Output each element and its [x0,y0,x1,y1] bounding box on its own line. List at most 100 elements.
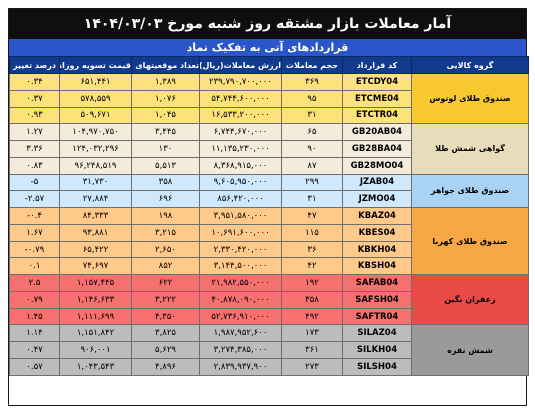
table-body: صندوق طلای لوتوس ETCDY04 ۳۶۹ ۲۳۹,۷۹۰,۷۰۰… [9,72,529,376]
contract-code: JZAB04 [342,173,412,192]
open-positions-cell: ۵,۶۲۹ [131,341,200,360]
value-cell: ۸,۳۶۸,۹۱۵,۰۰۰ [199,156,282,175]
settlement-price-cell: ۶۵,۴۲۲ [59,240,132,259]
settlement-price-cell: ۳۱,۷۳۰ [59,173,132,192]
table-row: SAFSH04 ۳۵۸ ۴۰,۸۷۸,۰۹۰,۰۰۰ ۳,۲۲۲ ۱,۱۴۶,۶… [9,290,529,309]
settlement-price-cell: ۹۳,۸۸۱ [59,223,132,242]
value-cell: ۴۰,۸۷۸,۰۹۰,۰۰۰ [199,290,282,309]
change-pct-cell: ۲.۵ [9,274,60,292]
table-row: GB28MO04 ۸۷ ۸,۳۶۸,۹۱۵,۰۰۰ ۵,۵۱۳ ۹۶,۲۴۸,۵… [9,156,529,175]
contract-code: SAFSH04 [342,290,412,309]
value-cell: ۳,۲۷۴,۳۸۵,۰۰۰ [199,341,282,360]
contract-code: SAFTR04 [342,307,412,326]
settlement-price-cell: ۵۷۸,۵۵۹ [59,89,132,108]
contract-code: GB28BA04 [342,140,412,158]
settlement-price-cell: ۹۰۶,۰۰۱ [59,341,132,360]
change-pct-cell: -۲.۵۷ [9,190,60,209]
value-cell: ۹,۶۰۵,۹۵۰,۰۰۰ [199,173,282,192]
open-positions-cell: ۱,۳۸۹ [131,73,200,91]
change-pct-cell: ۰.۳۴ [9,73,60,91]
group-cell: گواهی شمش طلا [411,123,529,175]
volume-cell: ۳۶۱ [281,341,343,360]
change-pct-cell: ۱.۱۴ [9,324,60,343]
table-row: ETCTR04 ۳۱ ۱۶,۵۳۳,۲۰۰,۰۰۰ ۱,۰۴۵ ۵۰۹,۶۷۱ … [9,106,529,125]
table-row: JZMO04 ۳۱ ۸۵۶,۴۲۰,۰۰۰ ۶۹۶ ۲۷,۸۸۴ -۲.۵۷ [9,190,529,209]
group-cell: صندوق طلای لوتوس [411,72,529,125]
contract-code: SAFAB04 [342,274,412,292]
change-pct-cell: ۰.۸۳ [9,156,60,175]
contract-code: KBKH04 [342,240,412,259]
volume-cell: ۲۹۹ [281,173,343,192]
open-positions-cell: ۳۵۸ [131,173,200,192]
change-pct-cell: ۰.۵۷ [9,358,60,376]
open-positions-cell: ۶۹۶ [131,190,200,209]
change-pct-cell: -۰.۴ [9,207,60,225]
group-cell: صندوق طلای جواهر [411,173,529,209]
change-pct-cell: ۳.۳۶ [9,140,60,158]
change-pct-cell: ۰.۳۷ [9,89,60,108]
change-pct-cell: -۵ [9,173,60,192]
contract-code: ETCTR04 [342,106,412,125]
open-positions-cell: ۳,۲۱۵ [131,223,200,242]
settlement-price-cell: ۵۰۹,۶۷۱ [59,106,132,125]
open-positions-cell: ۸۵۲ [131,257,200,276]
change-pct-cell: ۰.۴۷ [9,341,60,360]
table-row: SILKH04 ۳۶۱ ۳,۲۷۴,۳۸۵,۰۰۰ ۵,۶۲۹ ۹۰۶,۰۰۱ … [9,341,529,360]
settlement-price-cell: ۱,۰۴۳,۵۴۳ [59,358,132,376]
volume-cell: ۳۱ [281,106,343,125]
group-cell: شمش نقره [411,324,529,376]
volume-cell: ۶۵ [281,123,343,142]
settlement-price-cell: ۲۷,۸۸۴ [59,190,132,209]
settlement-price-cell: ۱,۱۴۶,۶۳۳ [59,290,132,309]
open-positions-cell: ۳,۴۴۵ [131,123,200,142]
open-positions-cell: ۶۲۲ [131,274,200,292]
group-cell: صندوق طلای کهربا [411,207,529,276]
change-pct-cell: ۱.۴۵ [9,307,60,326]
open-positions-cell: ۱۹۸ [131,207,200,225]
volume-cell: ۳۵۸ [281,290,343,309]
contract-code: KBAZ04 [342,207,412,225]
header-volume: حجم معاملات [281,56,343,74]
volume-cell: ۴۲ [281,257,343,276]
contract-code: ETCDY04 [342,73,412,91]
volume-cell: ۴۷ [281,207,343,225]
volume-cell: ۴۹۲ [281,307,343,326]
open-positions-cell: ۴,۸۹۶ [131,358,200,376]
settlement-price-cell: ۱۰۴,۹۷۰,۷۵۰ [59,123,132,142]
volume-cell: ۹۰ [281,140,343,158]
contract-code: KBES04 [342,223,412,242]
change-pct-cell: ۰.۹۳ [9,106,60,125]
settlement-price-cell: ۱,۱۵۷,۴۴۵ [59,274,132,292]
contract-code: SILAZ04 [342,324,412,343]
table-row: صندوق طلای جواهر JZAB04 ۲۹۹ ۹,۶۰۵,۹۵۰,۰۰… [9,173,529,209]
header-settlement-price: قیمت تسویه روزانه(ریال) [59,56,132,74]
contract-code: JZMO04 [342,190,412,209]
settlement-price-cell: ۶۵۱,۴۴۱ [59,73,132,91]
report-frame: آمار معاملات بازار مشتقه روز شنبه مورخ ۱… [8,8,529,406]
value-cell: ۱۰,۶۹۱,۶۰۰,۰۰۰ [199,223,282,242]
settlement-price-cell: ۱,۱۵۱,۸۴۲ [59,324,132,343]
report-subtitle: قراردادهای آتی به تفکیک نماد [9,39,526,56]
table-row: زعفران نگین SAFAB04 ۱۹۲ ۲۱,۹۸۲,۵۵۰,۰۰۰ ۶… [9,274,529,326]
change-pct-cell: ۰.۱ [9,257,60,276]
table-row: شمش نقره SILAZ04 ۱۷۳ ۱,۹۸۷,۹۵۲,۶۰۰ ۳,۸۲۵… [9,324,529,376]
table-row: KBSH04 ۴۲ ۳,۱۴۴,۵۰۰,۰۰۰ ۸۵۲ ۷۴,۶۹۷ ۰.۱ [9,257,529,276]
value-cell: ۲,۸۳۹,۹۳۷,۹۰۰ [199,358,282,376]
volume-cell: ۱۱۵ [281,223,343,242]
table-row: GB28BA04 ۹۰ ۱۱,۱۳۵,۲۳۰,۰۰۰ ۱۳۰ ۱۲۴,۰۳۲,۲… [9,140,529,158]
change-pct-cell: ۱.۲۷ [9,123,60,142]
contracts-table: گروه کالایی کد قرارداد حجم معاملات ارزش … [9,56,529,376]
volume-cell: ۳۶۹ [281,73,343,91]
contract-code: GB28MO04 [342,156,412,175]
volume-cell: ۱۹۲ [281,274,343,292]
settlement-price-cell: ۷۴,۶۹۷ [59,257,132,276]
value-cell: ۲۳۹,۷۹۰,۷۰۰,۰۰۰ [199,73,282,91]
value-cell: ۱۱,۱۳۵,۲۳۰,۰۰۰ [199,140,282,158]
value-cell: ۵۲,۷۳۶,۹۱۰,۰۰۰ [199,307,282,326]
volume-cell: ۱۷۳ [281,324,343,343]
contract-code: SILSH04 [342,358,412,376]
table-row: SILSH04 ۲۷۳ ۲,۸۳۹,۹۳۷,۹۰۰ ۴,۸۹۶ ۱,۰۴۳,۵۴… [9,358,529,376]
volume-cell: ۳۱ [281,190,343,209]
open-positions-cell: ۲,۶۵۰ [131,240,200,259]
header-change-pct: درصد تغییر [9,56,60,74]
